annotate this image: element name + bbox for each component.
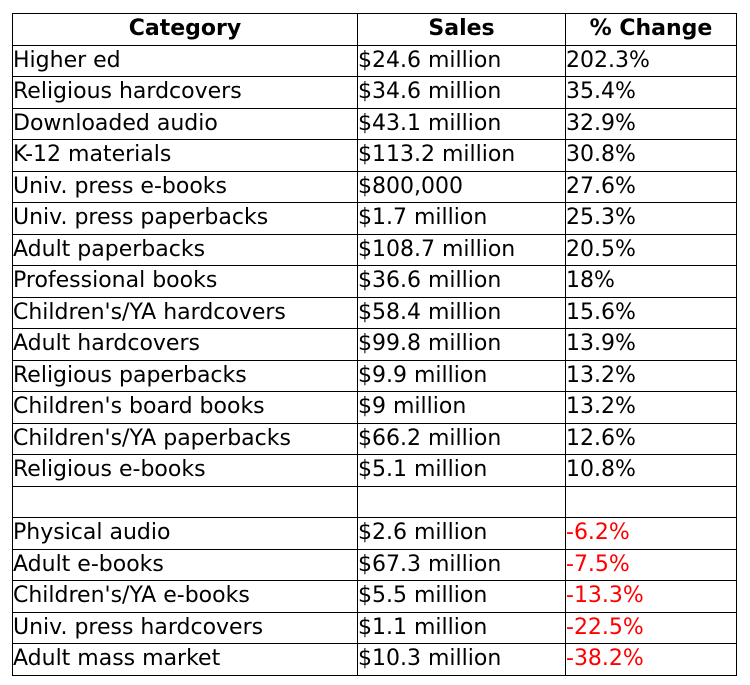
category-cell: Univ. press e-books (12, 170, 358, 203)
change-cell: 32.9% (565, 107, 737, 140)
change-cell: 25.3% (565, 202, 737, 235)
change-cell: 13.2% (565, 359, 737, 392)
table-row: Children's/YA hardcovers $58.4 million 15… (12, 296, 737, 329)
sales-cell: $800,000 (357, 170, 566, 203)
table-row: Higher ed $24.6 million 202.3% (12, 44, 737, 77)
sales-cell: $67.3 million (357, 548, 566, 581)
table-row: Religious hardcovers $34.6 million 35.4% (12, 76, 737, 109)
sales-cell (357, 485, 566, 518)
category-cell: Religious hardcovers (12, 76, 358, 109)
column-header-sales: Sales (357, 13, 566, 46)
sales-cell: $2.6 million (357, 517, 566, 550)
sales-cell: $34.6 million (357, 76, 566, 109)
category-cell (12, 485, 358, 518)
category-cell: Children's/YA paperbacks (12, 422, 358, 455)
change-cell: 12.6% (565, 422, 737, 455)
category-cell: Downloaded audio (12, 107, 358, 140)
category-cell: Adult mass market (12, 643, 358, 676)
sales-cell: $5.5 million (357, 580, 566, 613)
table-row: Children's/YA e-books $5.5 million -13.3% (12, 580, 737, 613)
table-row: Adult e-books $67.3 million -7.5% (12, 548, 737, 581)
sales-cell: $36.6 million (357, 265, 566, 298)
change-cell: -38.2% (565, 643, 737, 676)
table-row: Adult mass market $10.3 million -38.2% (12, 643, 737, 676)
category-cell: Higher ed (12, 44, 358, 77)
sales-cell: $5.1 million (357, 454, 566, 487)
sales-cell: $1.7 million (357, 202, 566, 235)
change-cell: -6.2% (565, 517, 737, 550)
change-cell: 20.5% (565, 233, 737, 266)
category-cell: Religious paperbacks (12, 359, 358, 392)
sales-cell: $99.8 million (357, 328, 566, 361)
change-cell: -13.3% (565, 580, 737, 613)
sales-cell: $43.1 million (357, 107, 566, 140)
sales-cell: $1.1 million (357, 611, 566, 644)
table-row: Univ. press paperbacks $1.7 million 25.3% (12, 202, 737, 235)
category-cell: Professional books (12, 265, 358, 298)
change-cell: 27.6% (565, 170, 737, 203)
change-cell: 35.4% (565, 76, 737, 109)
sales-cell: $108.7 million (357, 233, 566, 266)
category-cell: Adult paperbacks (12, 233, 358, 266)
change-cell (565, 485, 737, 518)
category-cell: Physical audio (12, 517, 358, 550)
table-row: Children's/YA paperbacks $66.2 million 12… (12, 422, 737, 455)
change-cell: -7.5% (565, 548, 737, 581)
sales-cell: $113.2 million (357, 139, 566, 172)
sales-cell: $24.6 million (357, 44, 566, 77)
table-row: Univ. press e-books $800,000 27.6% (12, 170, 737, 203)
change-cell: 13.2% (565, 391, 737, 424)
change-cell: 202.3% (565, 44, 737, 77)
category-cell: Adult hardcovers (12, 328, 358, 361)
table-row: Downloaded audio $43.1 million 32.9% (12, 107, 737, 140)
table-row: Adult paperbacks $108.7 million 20.5% (12, 233, 737, 266)
sales-cell: $9 million (357, 391, 566, 424)
category-cell: Univ. press hardcovers (12, 611, 358, 644)
table-row: Religious e-books $5.1 million 10.8% (12, 454, 737, 487)
category-cell: Religious e-books (12, 454, 358, 487)
sales-cell: $66.2 million (357, 422, 566, 455)
table-row: Adult hardcovers $99.8 million 13.9% (12, 328, 737, 361)
header-row: Category Sales % Change (12, 13, 737, 46)
category-cell: Univ. press paperbacks (12, 202, 358, 235)
sales-cell: $10.3 million (357, 643, 566, 676)
table-row: Univ. press hardcovers $1.1 million -22.5% (12, 611, 737, 644)
change-cell: 18% (565, 265, 737, 298)
column-header-change: % Change (565, 13, 737, 46)
table-row: Physical audio $2.6 million -6.2% (12, 517, 737, 550)
table-row: K-12 materials $113.2 million 30.8% (12, 139, 737, 172)
category-cell: Children's/YA e-books (12, 580, 358, 613)
column-header-category: Category (12, 13, 358, 46)
table-row (12, 485, 737, 518)
change-cell: 13.9% (565, 328, 737, 361)
sales-cell: $9.9 million (357, 359, 566, 392)
change-cell: -22.5% (565, 611, 737, 644)
sales-cell: $58.4 million (357, 296, 566, 329)
change-cell: 10.8% (565, 454, 737, 487)
change-cell: 30.8% (565, 139, 737, 172)
category-cell: Children's board books (12, 391, 358, 424)
table-row: Religious paperbacks $9.9 million 13.2% (12, 359, 737, 392)
category-cell: Children's/YA hardcovers (12, 296, 358, 329)
category-cell: Adult e-books (12, 548, 358, 581)
change-cell: 15.6% (565, 296, 737, 329)
category-cell: K-12 materials (12, 139, 358, 172)
sales-table: Category Sales % Change Higher ed $24.6 m… (12, 13, 737, 676)
table-row: Children's board books $9 million 13.2% (12, 391, 737, 424)
table-row: Professional books $36.6 million 18% (12, 265, 737, 298)
